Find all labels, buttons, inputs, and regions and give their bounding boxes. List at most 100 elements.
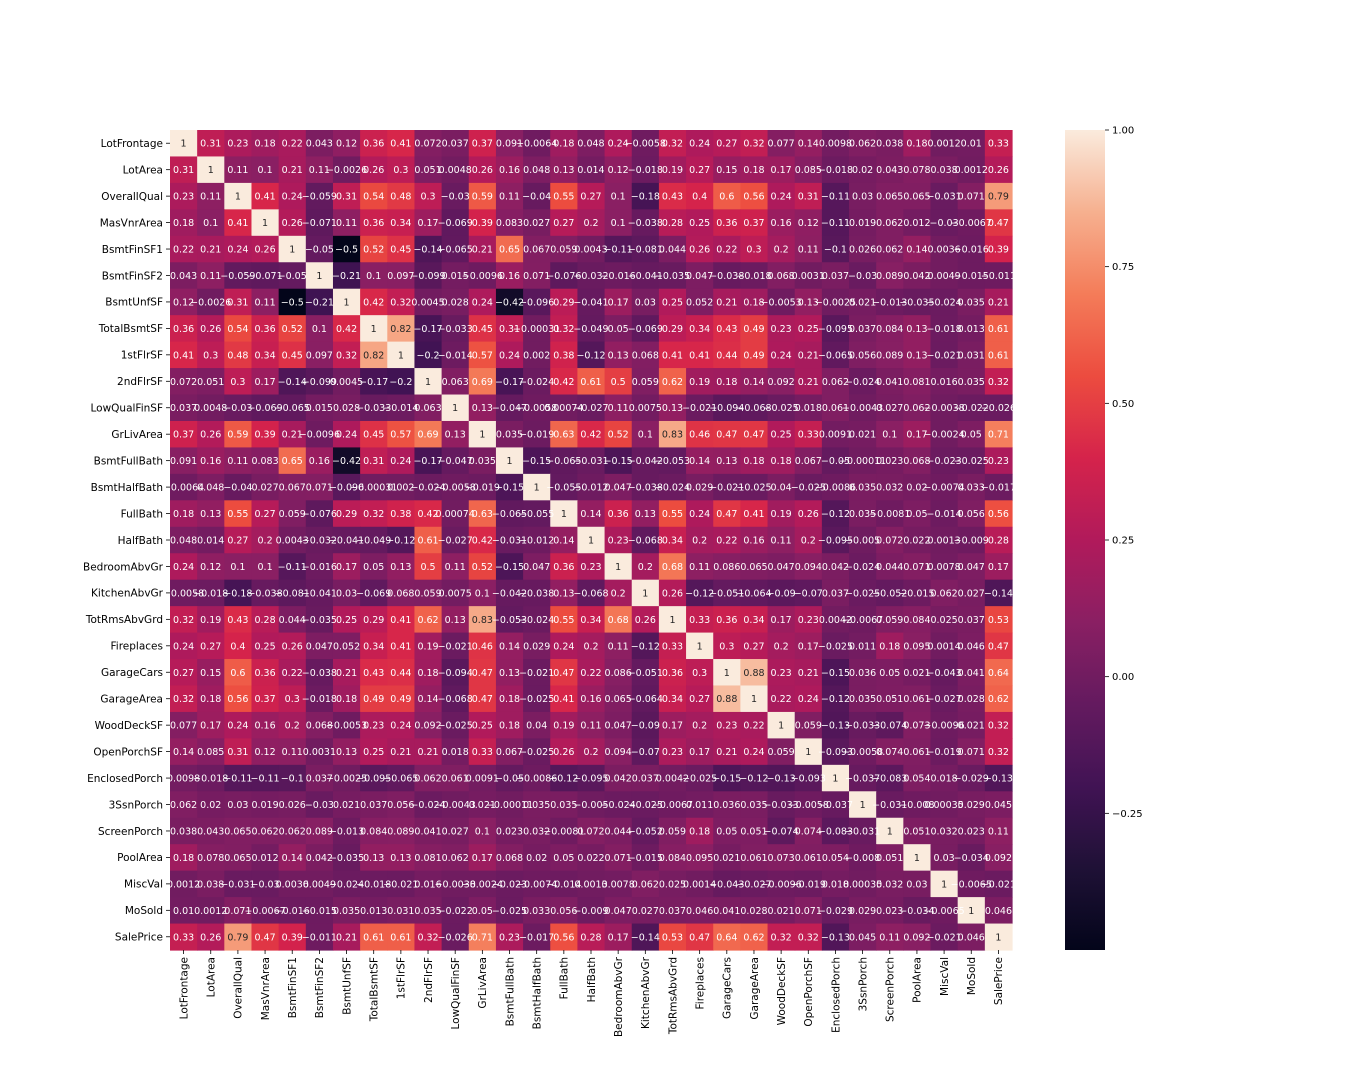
cell-value-label: 0.23 — [608, 536, 629, 547]
cell-value-label: 0.37 — [254, 694, 275, 705]
heatmap-cell — [197, 209, 225, 237]
y-tick-label: BsmtFinSF2 — [102, 270, 163, 282]
heatmap-cell — [631, 130, 660, 158]
heatmap-cell — [903, 209, 932, 237]
cell-value-label: −0.065 — [383, 774, 418, 785]
heatmap-cell — [767, 368, 796, 396]
cell-value-label: −0.074 — [764, 826, 799, 837]
cell-value-label: −0.025 — [519, 747, 554, 758]
heatmap-cell — [577, 791, 606, 819]
cell-value-label: 0.062 — [279, 826, 306, 837]
cell-value-label: −0.021 — [981, 879, 1016, 890]
heatmap-cell — [767, 791, 796, 819]
heatmap-cell — [387, 632, 416, 660]
heatmap-cell — [876, 500, 904, 528]
cell-value-label: −0.0058 — [625, 139, 666, 150]
heatmap-cell — [821, 659, 850, 687]
cell-value-label: 0.13 — [499, 668, 520, 679]
heatmap-cell — [631, 685, 660, 713]
heatmap-cell — [984, 368, 1013, 396]
heatmap-cell — [957, 262, 986, 290]
heatmap-cell — [441, 182, 470, 210]
heatmap-cell — [957, 182, 986, 210]
cell-value-label: 0.61 — [580, 377, 601, 388]
cell-value-label: 0.1 — [638, 430, 653, 441]
heatmap-cell — [278, 500, 307, 528]
heatmap-cell — [658, 685, 687, 713]
heatmap-cell — [740, 764, 769, 792]
cell-value-label: 0.013 — [360, 906, 387, 917]
cell-value-label: 0.037 — [632, 774, 659, 785]
heatmap-cell — [686, 553, 714, 581]
cell-value-label: −0.03 — [305, 800, 334, 811]
cell-value-label: −0.017 — [519, 932, 554, 943]
colorbar-tick-label: −0.25 — [1112, 809, 1143, 820]
heatmap-cell — [930, 368, 959, 396]
cell-value-label: 0.24 — [390, 721, 411, 732]
cell-value-label: 0.065 — [876, 192, 903, 203]
cell-value-label: −0.005 — [845, 536, 880, 547]
cell-value-label: 0.091 — [170, 456, 197, 467]
cell-value-label: 0.27 — [200, 641, 221, 652]
cell-value-label: 0.55 — [227, 509, 248, 520]
cell-value-label: 0.029 — [849, 906, 876, 917]
heatmap-cell — [170, 315, 198, 343]
cell-value-label: −0.034 — [954, 853, 989, 864]
cell-value-label: −0.15 — [495, 562, 524, 573]
cell-value-label: 0.083 — [251, 456, 278, 467]
heatmap-cell — [740, 659, 769, 687]
cell-value-label: −0.021 — [383, 879, 418, 890]
cell-value-label: 0.025 — [659, 879, 686, 890]
heatmap-cell — [305, 659, 334, 687]
heatmap-cell — [550, 182, 579, 210]
cell-value-label: −0.019 — [791, 879, 826, 890]
cell-value-label: 0.13 — [608, 350, 629, 361]
cell-value-label: 1 — [995, 932, 1001, 943]
cell-value-label: 0.26 — [553, 747, 574, 758]
cell-value-label: −0.21 — [332, 271, 361, 282]
heatmap-cell — [849, 685, 877, 713]
cell-value-label: 0.059 — [795, 721, 822, 732]
cell-value-label: 0.44 — [716, 350, 737, 361]
y-tick-label: LotArea — [123, 164, 163, 176]
heatmap-cell — [631, 500, 660, 528]
cell-value-label: 0.32 — [173, 694, 194, 705]
heatmap-cell — [523, 764, 551, 792]
cell-value-label: 0.1 — [258, 165, 273, 176]
heatmap-cell — [984, 341, 1013, 369]
heatmap-cell — [441, 526, 470, 554]
cell-value-label: −0.022 — [438, 906, 473, 917]
cell-value-label: 0.41 — [553, 694, 574, 705]
heatmap-cell — [550, 844, 579, 872]
cell-value-label: 0.084 — [876, 324, 903, 335]
heatmap-cell — [984, 817, 1013, 845]
cell-value-label: 0.56 — [743, 192, 764, 203]
heatmap-cell — [984, 711, 1013, 739]
heatmap-cell — [197, 791, 225, 819]
heatmap-cell — [984, 447, 1013, 475]
heatmap-cell — [360, 288, 388, 316]
heatmap-cell — [332, 685, 361, 713]
heatmap-cell — [631, 764, 660, 792]
heatmap-cell — [577, 685, 606, 713]
cell-value-label: 0.062 — [632, 879, 659, 890]
heatmap-cell — [658, 447, 687, 475]
cell-value-label: 0.18 — [173, 218, 194, 229]
heatmap-cell — [523, 685, 551, 713]
cell-value-label: 0.092 — [985, 853, 1012, 864]
cell-value-label: 0.13 — [390, 562, 411, 573]
cell-value-label: 0.078 — [903, 165, 930, 176]
heatmap-cell — [957, 659, 986, 687]
cell-value-label: −0.2 — [416, 350, 439, 361]
heatmap-cell — [495, 130, 524, 158]
cell-value-label: 0.57 — [390, 430, 411, 441]
heatmap-cell — [495, 711, 524, 739]
cell-value-label: 0.22 — [771, 694, 792, 705]
heatmap-cell — [631, 262, 660, 290]
heatmap-cell — [686, 473, 714, 501]
cell-value-label: −0.076 — [302, 509, 337, 520]
cell-value-label: 0.21 — [798, 350, 819, 361]
heatmap-cell — [658, 791, 687, 819]
heatmap-cell — [550, 447, 579, 475]
x-tick-label: MiscVal — [939, 957, 951, 996]
